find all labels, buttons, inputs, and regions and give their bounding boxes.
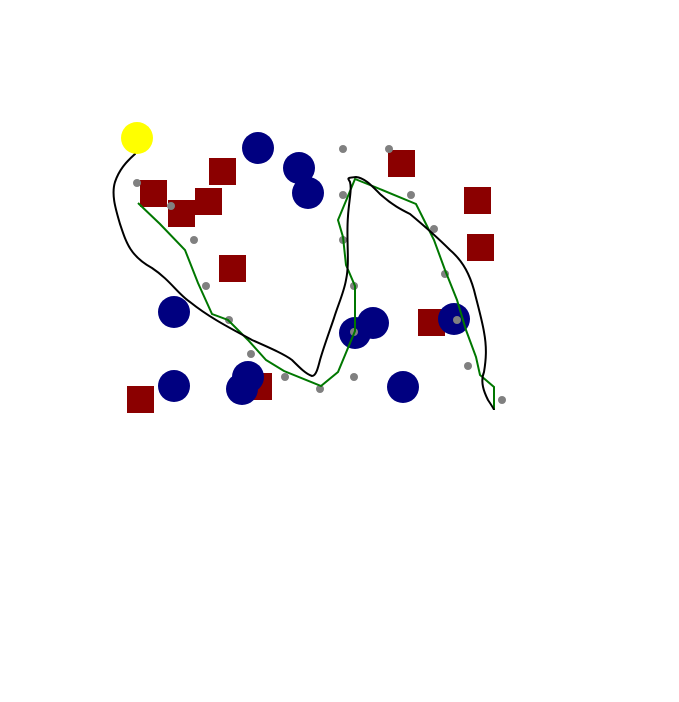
waypoint-dot: [498, 396, 506, 404]
waypoint-dot: [407, 191, 415, 199]
waypoint-dot: [464, 362, 472, 370]
obstacle-circle: [158, 370, 190, 402]
obstacle-circle: [158, 296, 190, 328]
obstacle-square: [467, 234, 494, 261]
waypoint-dot: [350, 373, 358, 381]
obstacle-circle: [387, 371, 419, 403]
planned-path: [137, 177, 495, 410]
obstacle-square: [388, 150, 415, 177]
waypoint-dot: [339, 145, 347, 153]
goal-marker: [121, 122, 153, 154]
waypoint-dot: [385, 145, 393, 153]
obstacle-square: [219, 255, 246, 282]
waypoint-dot: [281, 373, 289, 381]
obstacle-squares: [127, 150, 494, 413]
waypoint-dot: [190, 236, 198, 244]
obstacle-square: [195, 188, 222, 215]
obstacle-circle: [283, 152, 315, 184]
waypoint-dot: [247, 350, 255, 358]
waypoint-dot: [453, 316, 461, 324]
obstacle-circle: [242, 132, 274, 164]
waypoint-dot: [339, 191, 347, 199]
waypoint-dot: [133, 179, 141, 187]
waypoint-dot: [430, 225, 438, 233]
waypoint-dot: [167, 202, 175, 210]
obstacle-square: [464, 187, 491, 214]
actual-trajectory: [112, 148, 495, 411]
waypoint-dot: [316, 385, 324, 393]
obstacle-circle: [226, 373, 258, 405]
waypoint-dot: [202, 282, 210, 290]
obstacle-square: [140, 180, 167, 207]
obstacle-circle: [292, 177, 324, 209]
obstacle-circles: [158, 132, 470, 405]
obstacle-square: [127, 386, 154, 413]
obstacle-square: [209, 158, 236, 185]
